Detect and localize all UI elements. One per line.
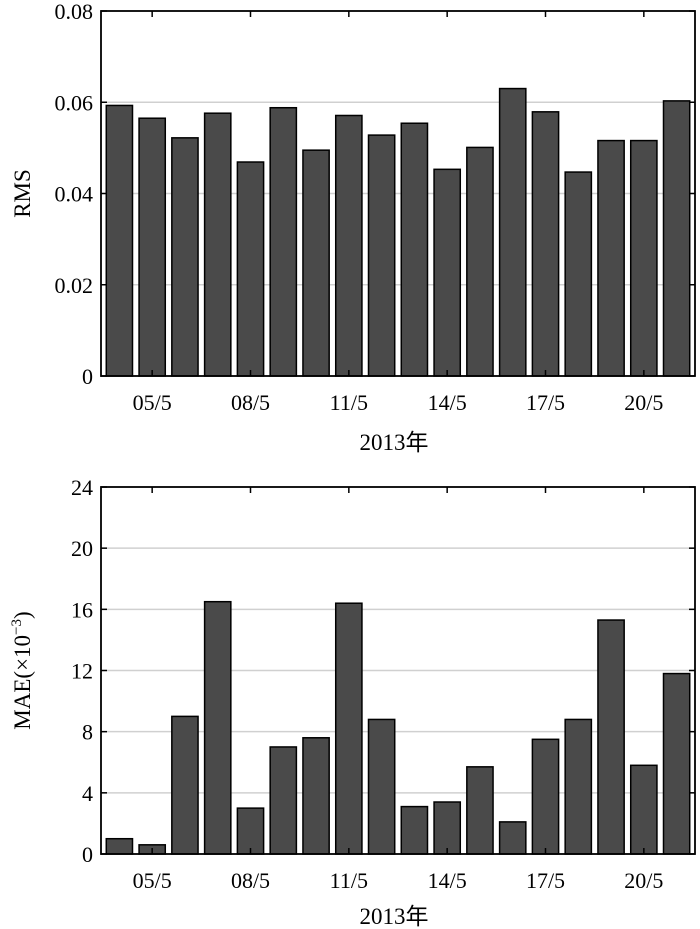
mae-ytick-label: 12 [71,659,93,684]
rms-bar [171,137,199,377]
mae-bar [400,805,429,855]
rms-bar [498,87,527,377]
rms-bar [236,161,265,377]
mae-bar [466,766,494,855]
rms-y-axis-title: RMS [10,169,35,218]
rms-bar [334,114,363,377]
mae-bar [203,600,232,855]
rms-bar [629,139,658,377]
mae-bar [171,715,199,855]
rms-xtick-label: 14/5 [428,390,467,415]
rms-xtick-label: 17/5 [526,390,565,415]
rms-x-axis-title: 2013年 [360,430,429,455]
mae-ytick-label: 4 [82,781,93,806]
mae-xtick-label: 20/5 [624,868,663,893]
mae-ytick-label: 0 [82,842,93,867]
rms-bar [531,111,560,377]
rms-bar [564,171,593,377]
mae-xtick-label: 08/5 [231,868,270,893]
rms-bar [662,100,691,377]
rms-bar [203,112,232,377]
mae-ytick-label: 24 [71,475,93,500]
mae-xtick-label: 11/5 [330,868,368,893]
rms-bar [466,146,494,377]
rms-ytick-label: 0.02 [55,273,94,298]
mae-bar [334,602,363,855]
mae-y-axis-title: MAE(×10−3) [9,611,35,729]
mae-ytick-label: 8 [82,720,93,745]
rms-bar [105,104,134,377]
mae-bar [662,672,691,855]
mae-ytick-label: 20 [71,536,93,561]
mae-bar [236,807,265,855]
mae-bar [531,738,560,855]
mae-bar [269,746,298,855]
rms-bar [367,134,396,377]
mae-bar [597,619,625,855]
rms-bar [433,168,462,377]
mae-bar [564,718,593,855]
rms-bar [269,106,298,377]
mae-xtick-label: 05/5 [133,868,172,893]
rms-bar [302,149,330,377]
mae-ytick-label: 16 [71,597,93,622]
mae-bar [433,801,462,855]
mae-bar [498,821,527,855]
rms-chart-panel: 0 0.02 0.04 0.06 0.08 05/5 08/5 11/5 14/5 17/5 20/… [10,0,696,455]
mae-x-axis-title: 2013年 [360,904,429,929]
rms-xtick-label: 20/5 [624,390,663,415]
rms-ytick-label: 0.04 [55,182,94,207]
rms-xtick-label: 05/5 [133,390,172,415]
rms-bar [400,122,429,377]
mae-bar [629,764,658,855]
rms-bar [597,139,625,377]
rms-xtick-label: 08/5 [231,390,270,415]
mae-xtick-label: 14/5 [428,868,467,893]
rms-ytick-label: 0 [82,364,93,389]
mae-bar [105,837,134,855]
mae-xtick-label: 17/5 [526,868,565,893]
mae-bar [367,718,396,855]
rms-ytick-label: 0.06 [55,90,94,115]
rms-ytick-label: 0.08 [55,0,94,24]
rms-bar [138,117,167,377]
rms-xtick-label: 11/5 [330,390,368,415]
mae-chart-panel: 0 4 8 12 16 20 24 05/5 08/5 11/5 14/5 17/5 20/5 2013年… [9,475,696,929]
mae-bar [302,737,330,855]
